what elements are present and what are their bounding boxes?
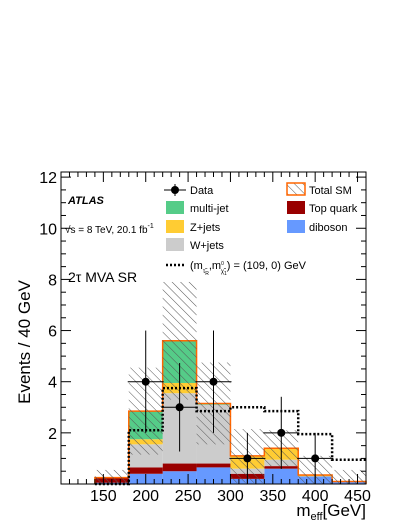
region-label: 2τ MVA SR — [68, 269, 137, 285]
axis-ticks: 150 200 250 300 350 400 450 2 4 6 8 10 12 — [39, 170, 371, 505]
legend-multijet-swatch — [166, 201, 184, 214]
x-tick-label: 400 — [302, 488, 329, 505]
legend-data-marker — [171, 186, 179, 194]
atlas-label: ATLAS — [67, 195, 105, 207]
x-axis-title: meff[GeV] — [296, 501, 366, 523]
y-tick-label: 6 — [48, 324, 57, 341]
legend-diboson-swatch — [287, 220, 305, 233]
bar-top-quark — [162, 463, 197, 472]
legend-wjets-label: W+jets — [190, 240, 224, 252]
legend-zjets-label: Z+jets — [190, 222, 221, 234]
legend-data-label: Data — [190, 185, 214, 197]
data-point — [243, 454, 252, 463]
data-point — [141, 377, 150, 386]
x-tick-label: 200 — [132, 488, 159, 505]
legend-multijet: multi-jet — [166, 201, 229, 215]
x-tick-label: 250 — [175, 488, 202, 505]
legend-diboson-label: diboson — [309, 222, 348, 234]
y-tick-label: 10 — [39, 221, 57, 238]
legend-multijet-label: multi-jet — [190, 203, 229, 215]
legend-signal: (mτ̃R,m0 χ̃1) = (109, 0) GeV — [166, 260, 307, 277]
y-tick-label: 2 — [48, 426, 57, 443]
legend-diboson: diboson — [287, 220, 348, 234]
legend-total-swatch — [286, 182, 306, 196]
legend: Data Total SM multi-jet Top quark Z+jets… — [164, 182, 358, 277]
x-tick-label: 450 — [344, 488, 371, 505]
legend-wjets: W+jets — [166, 238, 224, 252]
bar-top-quark — [128, 467, 163, 474]
data-point — [209, 377, 218, 386]
data-point — [277, 428, 286, 437]
lumi-label: √s = 8 TeV, 20.1 fb-1 — [65, 223, 154, 236]
x-tick-label: 300 — [217, 488, 244, 505]
legend-data: Data — [164, 184, 214, 197]
legend-top: Top quark — [287, 201, 358, 215]
data-points — [127, 330, 334, 484]
y-tick-label: 8 — [48, 272, 57, 289]
legend-wjets-swatch — [166, 238, 184, 251]
legend-zjets: Z+jets — [166, 220, 221, 234]
y-tick-label: 4 — [48, 375, 57, 392]
bar-top-quark — [196, 463, 231, 468]
data-point — [311, 454, 320, 463]
y-tick-label: 12 — [39, 170, 57, 187]
legend-zjets-swatch — [166, 220, 184, 233]
x-tick-label: 350 — [259, 488, 286, 505]
legend-top-label: Top quark — [309, 203, 358, 215]
legend-total-label: Total SM — [309, 185, 352, 197]
x-tick-label: 150 — [90, 488, 117, 505]
legend-top-swatch — [287, 201, 305, 214]
data-point — [175, 403, 184, 412]
y-axis-title: Events / 40 GeV — [15, 279, 34, 403]
legend-signal-label: (mτ̃R,m0 χ̃1) = (109, 0) GeV — [190, 260, 307, 277]
legend-total-sm: Total SM — [286, 182, 352, 197]
